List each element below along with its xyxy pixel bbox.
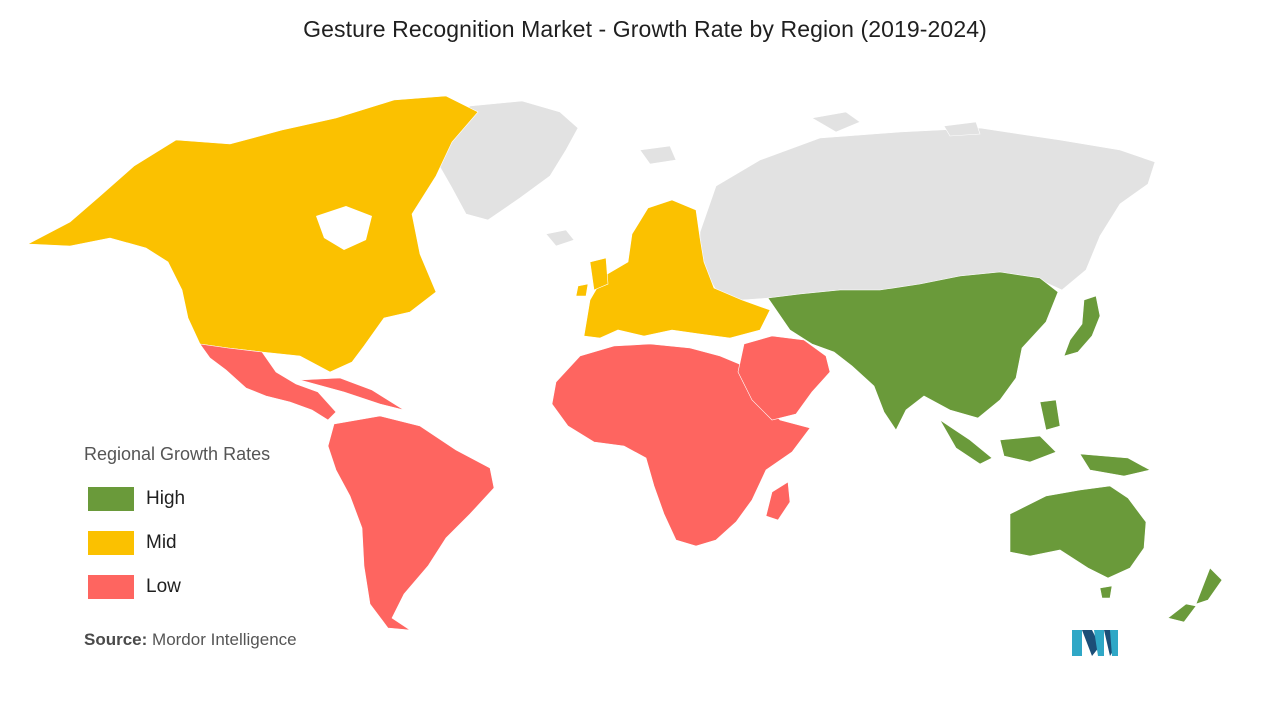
- region-asia-pacific: [767, 271, 1059, 431]
- source-text: Mordor Intelligence: [152, 630, 297, 649]
- region-japan: [1063, 295, 1101, 357]
- region-iceland: [545, 229, 575, 247]
- region-russia-islands: [639, 111, 981, 165]
- region-middle-east: [737, 335, 831, 421]
- region-russia: [699, 127, 1156, 301]
- legend-swatch-low: [88, 575, 134, 599]
- legend-item-low: Low: [84, 575, 270, 599]
- logo-diagonal-1: [1082, 630, 1100, 656]
- source-note: Source: Mordor Intelligence: [84, 630, 297, 650]
- legend-label-high: High: [146, 488, 186, 509]
- legend-swatch-high: [88, 487, 134, 511]
- logo-right-bar: [1110, 630, 1118, 656]
- region-europe-isles: [575, 257, 609, 297]
- region-north-america: [26, 95, 479, 373]
- legend-label-mid: Mid: [146, 532, 177, 553]
- hudson-bay: [316, 206, 372, 250]
- logo-left-bar: [1072, 630, 1082, 656]
- legend-item-high: High: [84, 487, 270, 511]
- logo-middle-bar: [1094, 630, 1104, 656]
- region-se-asia-islands: [939, 399, 1151, 477]
- legend-item-mid: Mid: [84, 531, 270, 555]
- source-label: Source:: [84, 630, 148, 649]
- region-greenland: [429, 100, 579, 221]
- region-australia: [1009, 485, 1147, 579]
- legend-label-low: Low: [146, 576, 181, 597]
- region-madagascar: [765, 481, 791, 521]
- legend: Regional Growth Rates High Mid Low: [84, 444, 270, 619]
- region-europe: [583, 199, 771, 339]
- region-oceania-islands: [1099, 567, 1223, 623]
- chart-title: Gesture Recognition Market - Growth Rate…: [303, 16, 987, 42]
- region-africa: [551, 343, 811, 547]
- legend-title: Regional Growth Rates: [84, 444, 271, 464]
- region-south-america: [327, 415, 495, 631]
- mordor-intelligence-logo-icon: [1072, 630, 1118, 656]
- legend-swatch-mid: [88, 531, 134, 555]
- region-central-america: [199, 343, 405, 421]
